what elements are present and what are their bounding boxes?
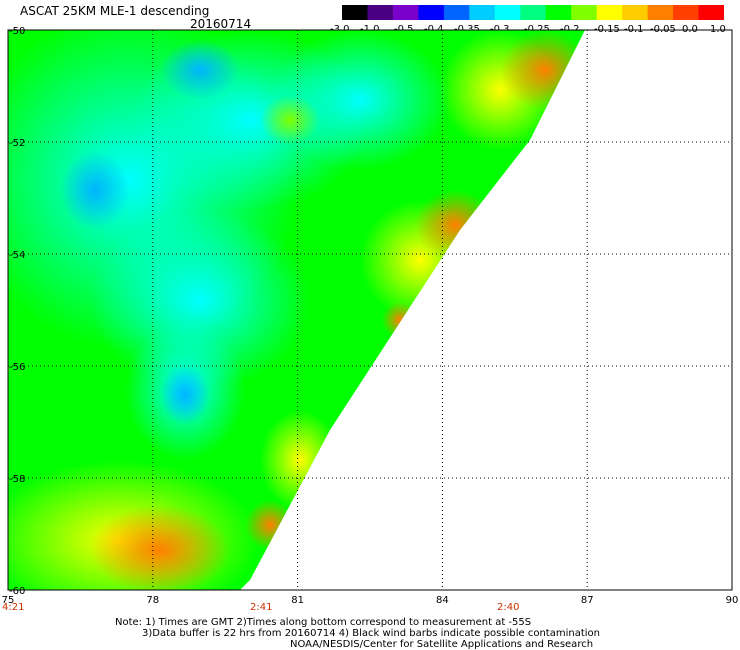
blue-cell [331,430,339,439]
color-scale-swatch [342,5,368,20]
longitude-labels: 75 78 81 84 87 90 [2,595,739,606]
color-scale-swatch [622,5,649,20]
latitude-tick-label: -52 [9,138,25,149]
longitude-tick-label: 78 [146,595,159,606]
time-label: 4:21 [2,602,25,613]
color-scale-swatch [596,5,623,20]
longitude-tick-label: 90 [726,595,739,606]
longitude-tick-label: 84 [436,595,449,606]
time-label: 2:40 [497,602,520,613]
orange-region [382,302,418,338]
orange-region [245,500,295,550]
latitude-tick-label: -54 [9,250,25,261]
wind-data-swath [8,30,585,590]
color-scale-swatch [392,5,419,20]
color-scale-swatch [647,5,674,20]
color-scale-gradient [342,5,725,20]
note-line-2: 3)Data buffer is 22 hrs from 20160714 4)… [142,628,600,639]
map-title: ASCAT 25KM MLE-1 descending [20,4,210,18]
longitude-tick-label: 81 [291,595,304,606]
latitude-tick-label: -58 [9,474,25,485]
cyan-region [270,30,450,170]
orange-region [415,190,495,260]
time-label: 2:41 [250,602,273,613]
color-scale-swatch [494,5,521,20]
color-scale-swatch [545,5,572,20]
color-scale-swatch [418,5,445,20]
color-scale-swatch [698,5,725,20]
note-line-3: NOAA/NESDIS/Center for Satellite Applica… [290,639,594,650]
longitude-tick-label: 75 [2,595,15,606]
lime-region [260,95,320,145]
yellow-region [260,410,340,510]
longitude-tick-label: 87 [581,595,594,606]
map-date: 20160714 [190,17,252,31]
orange-region [500,30,585,110]
blue-region [160,365,210,425]
color-scale-swatch [571,5,598,20]
latitude-tick-label: -50 [9,26,25,37]
map-gridlines [8,30,732,590]
blue-region [160,40,240,100]
note-line-1: Note: 1) Times are GMT 2)Times along bot… [115,617,532,628]
latitude-tick-label: -56 [9,362,25,373]
color-scale-bar [342,5,725,20]
orange-region [90,505,230,590]
color-scale-swatch [673,5,700,20]
color-scale-swatch [443,5,470,20]
color-scale-swatch [469,5,496,20]
latitude-tick-label: -60 [9,586,25,597]
color-scale-swatch [367,5,394,20]
color-scale-swatch [520,5,547,20]
blue-region [60,150,130,230]
map-frame [7,29,733,591]
latitude-labels: -50 -52 -54 -56 -58 -60 [9,26,25,597]
